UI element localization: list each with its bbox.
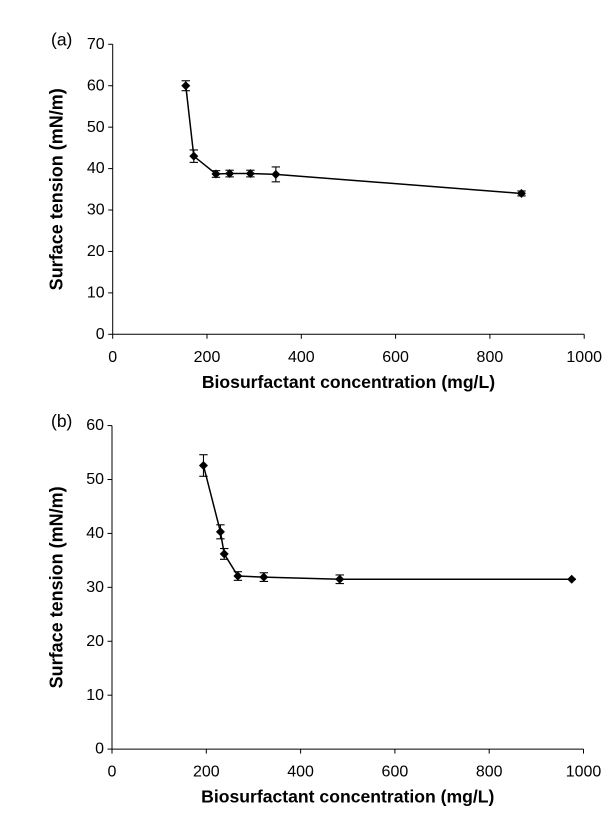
svg-text:20: 20 xyxy=(87,243,105,260)
svg-text:40: 40 xyxy=(86,525,104,542)
svg-text:10: 10 xyxy=(87,284,105,301)
svg-text:1000: 1000 xyxy=(566,349,602,366)
svg-text:0: 0 xyxy=(95,740,104,757)
svg-text:30: 30 xyxy=(86,578,104,595)
svg-text:0: 0 xyxy=(96,326,105,343)
svg-text:600: 600 xyxy=(382,349,409,366)
svg-text:50: 50 xyxy=(87,119,105,136)
svg-text:1000: 1000 xyxy=(566,763,602,780)
svg-text:400: 400 xyxy=(287,763,314,780)
svg-text:800: 800 xyxy=(477,349,504,366)
svg-text:(a): (a) xyxy=(51,30,72,50)
svg-text:0: 0 xyxy=(108,763,117,780)
svg-text:Surface tension (mN/m): Surface tension (mN/m) xyxy=(47,486,67,688)
svg-text:200: 200 xyxy=(194,349,221,366)
svg-text:400: 400 xyxy=(288,349,315,366)
svg-text:20: 20 xyxy=(86,632,104,649)
svg-text:800: 800 xyxy=(476,763,503,780)
svg-text:Surface tension (mN/m): Surface tension (mN/m) xyxy=(47,88,67,290)
svg-text:60: 60 xyxy=(86,417,104,434)
svg-text:600: 600 xyxy=(382,763,409,780)
svg-text:60: 60 xyxy=(87,77,105,94)
svg-text:200: 200 xyxy=(193,763,220,780)
svg-text:0: 0 xyxy=(108,349,117,366)
svg-text:(b): (b) xyxy=(51,412,72,431)
svg-text:Biosurfactant concentration (m: Biosurfactant concentration (mg/L) xyxy=(201,786,494,806)
svg-text:40: 40 xyxy=(87,160,105,177)
svg-text:Biosurfactant concentration (m: Biosurfactant concentration (mg/L) xyxy=(202,372,495,392)
svg-text:50: 50 xyxy=(86,471,104,488)
svg-text:30: 30 xyxy=(87,202,105,219)
svg-text:10: 10 xyxy=(86,686,104,703)
svg-text:70: 70 xyxy=(87,36,105,53)
